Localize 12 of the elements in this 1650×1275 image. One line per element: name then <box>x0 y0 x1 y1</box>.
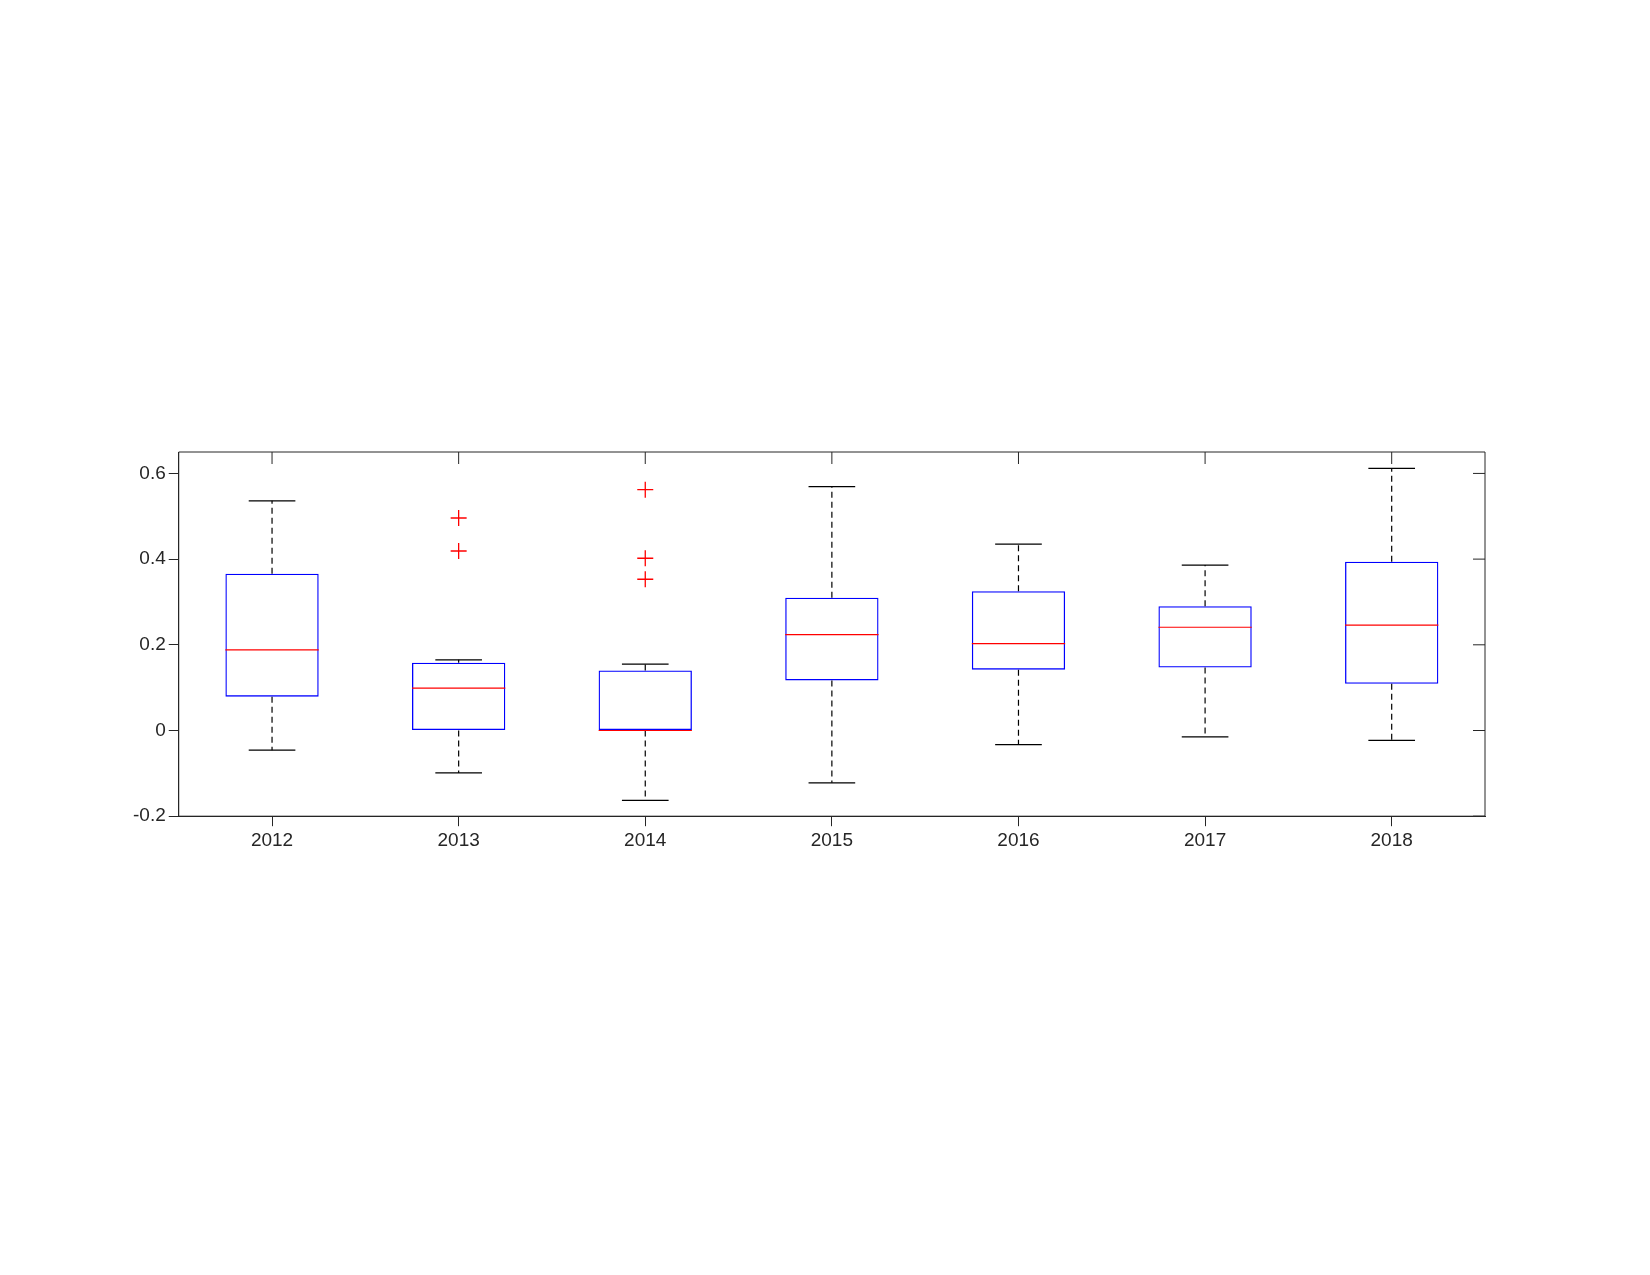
x-tick-label: 2015 <box>810 828 854 850</box>
y-tick-label: -0.2 <box>132 804 166 826</box>
x-tick-label: 2014 <box>624 828 667 850</box>
y-tick-label: 0.6 <box>139 461 166 483</box>
x-tick-label: 2018 <box>1370 828 1413 850</box>
x-tick-label: 2013 <box>437 828 480 850</box>
y-tick-label: 0 <box>155 718 166 740</box>
y-tick-label: 0.2 <box>139 633 166 655</box>
y-tick-label: 0.4 <box>139 547 167 569</box>
x-tick-label: 2017 <box>1183 828 1227 850</box>
x-tick-label: 2012 <box>250 828 294 850</box>
x-tick-label: 2016 <box>997 828 1040 850</box>
